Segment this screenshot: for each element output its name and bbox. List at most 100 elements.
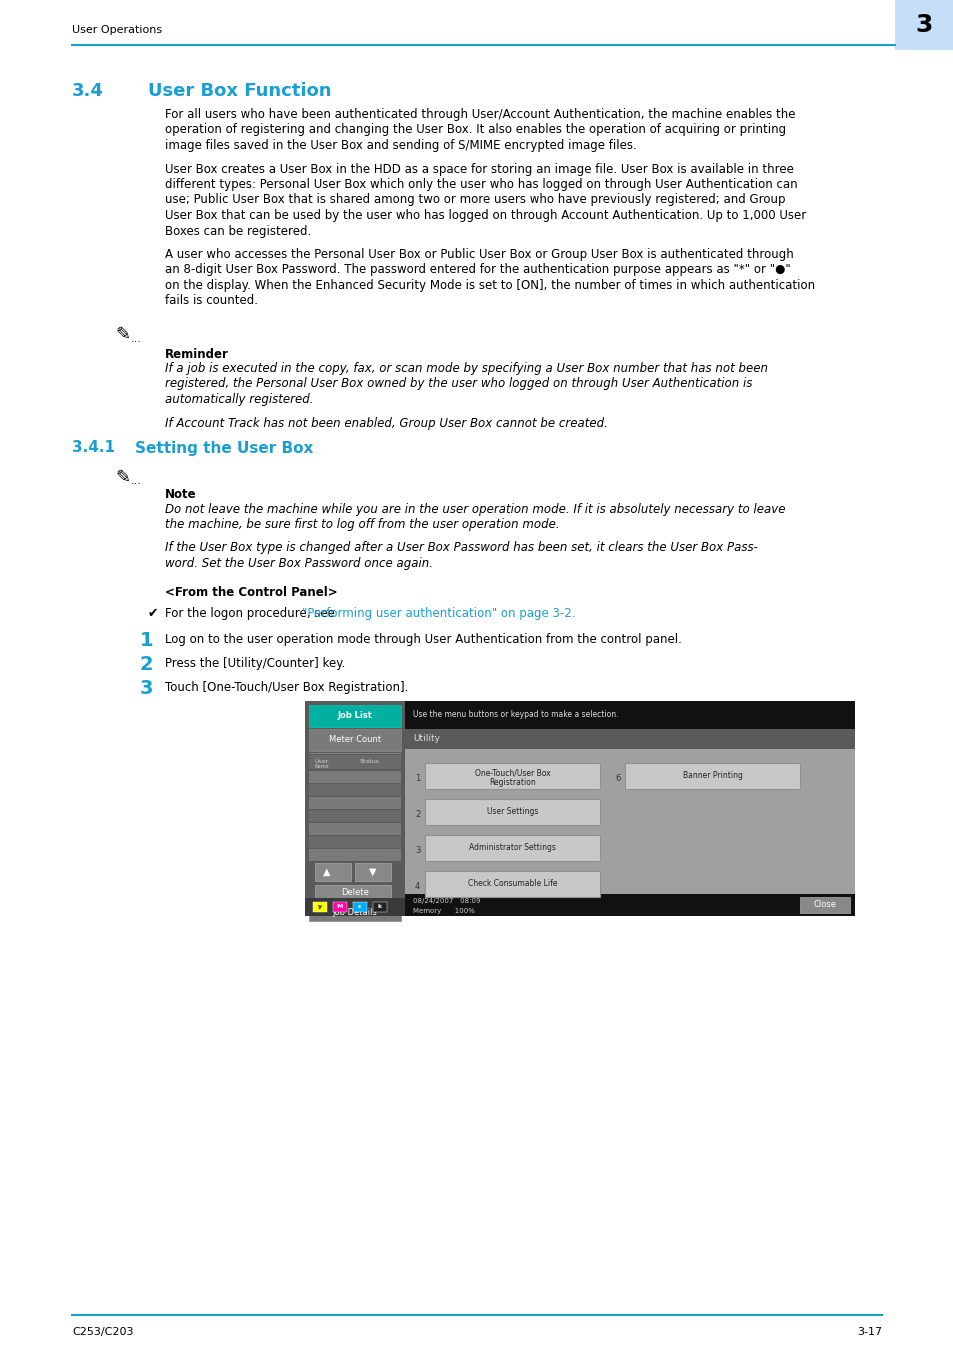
Text: Banner Printing: Banner Printing bbox=[681, 771, 741, 780]
Bar bbox=[333, 902, 347, 911]
Text: 4: 4 bbox=[415, 882, 420, 891]
Text: word. Set the User Box Password once again.: word. Set the User Box Password once aga… bbox=[165, 558, 433, 570]
Bar bbox=[314, 863, 351, 880]
Text: "Performing user authentication" on page 3-2.: "Performing user authentication" on page… bbox=[301, 606, 575, 620]
Text: Memory      100%: Memory 100% bbox=[413, 907, 475, 914]
Text: y: y bbox=[317, 904, 322, 909]
Text: M: M bbox=[336, 904, 343, 909]
Bar bbox=[309, 783, 400, 795]
Text: A user who accesses the Personal User Box or Public User Box or Group User Box i: A user who accesses the Personal User Bo… bbox=[165, 248, 793, 261]
Text: ✎: ✎ bbox=[115, 468, 130, 486]
Text: Job Details: Job Details bbox=[333, 909, 377, 917]
Text: Setting the User Box: Setting the User Box bbox=[135, 440, 313, 455]
Bar bbox=[305, 701, 405, 915]
Text: If the User Box type is changed after a User Box Password has been set, it clear: If the User Box type is changed after a … bbox=[165, 541, 757, 555]
Bar bbox=[405, 894, 854, 915]
Text: fails is counted.: fails is counted. bbox=[165, 294, 257, 308]
Text: Reminder: Reminder bbox=[165, 348, 229, 360]
Text: the machine, be sure first to log off from the user operation mode.: the machine, be sure first to log off fr… bbox=[165, 518, 559, 531]
Bar bbox=[309, 729, 400, 751]
Text: ✔: ✔ bbox=[148, 606, 158, 620]
Text: User Settings: User Settings bbox=[486, 807, 537, 815]
Text: 2: 2 bbox=[415, 810, 420, 819]
Text: different types: Personal User Box which only the user who has logged on through: different types: Personal User Box which… bbox=[165, 178, 797, 190]
Text: Close: Close bbox=[813, 900, 836, 909]
Text: automatically registered.: automatically registered. bbox=[165, 393, 314, 406]
Text: 1: 1 bbox=[415, 774, 420, 783]
Text: operation of registering and changing the User Box. It also enables the operatio: operation of registering and changing th… bbox=[165, 123, 785, 136]
Text: 3: 3 bbox=[914, 14, 932, 36]
Bar bbox=[894, 0, 953, 50]
Text: Log on to the user operation mode through User Authentication from the control p: Log on to the user operation mode throug… bbox=[165, 633, 681, 645]
Text: Job List: Job List bbox=[337, 711, 372, 720]
Bar bbox=[309, 755, 400, 768]
Text: ...: ... bbox=[131, 333, 142, 344]
Text: 08/24/2007   08:09: 08/24/2007 08:09 bbox=[413, 899, 480, 904]
Bar bbox=[424, 763, 599, 788]
Bar bbox=[314, 884, 391, 900]
Text: 3: 3 bbox=[415, 846, 420, 855]
Bar bbox=[313, 902, 327, 911]
Text: 3.4: 3.4 bbox=[71, 82, 104, 100]
Text: Delete: Delete bbox=[341, 888, 369, 896]
Text: Name: Name bbox=[314, 764, 330, 769]
Bar bbox=[800, 896, 849, 913]
Text: 1: 1 bbox=[140, 630, 153, 649]
Bar bbox=[305, 898, 405, 915]
Text: Registration: Registration bbox=[489, 778, 536, 787]
Bar bbox=[305, 701, 854, 915]
Text: C253/C203: C253/C203 bbox=[71, 1327, 133, 1336]
Bar bbox=[309, 771, 400, 783]
Text: For all users who have been authenticated through User/Account Authentication, t: For all users who have been authenticate… bbox=[165, 108, 795, 122]
Text: User Box creates a User Box in the HDD as a space for storing an image file. Use: User Box creates a User Box in the HDD a… bbox=[165, 162, 793, 176]
Text: Status: Status bbox=[359, 759, 379, 764]
Text: Boxes can be registered.: Boxes can be registered. bbox=[165, 224, 311, 238]
Bar bbox=[405, 748, 854, 894]
Bar bbox=[405, 729, 854, 748]
Text: ...: ... bbox=[131, 477, 142, 486]
Text: on the display. When the Enhanced Security Mode is set to [ON], the number of ti: on the display. When the Enhanced Securi… bbox=[165, 279, 814, 292]
Text: Meter Count: Meter Count bbox=[329, 734, 380, 744]
Bar bbox=[424, 798, 599, 825]
Text: image files saved in the User Box and sending of S/MIME encrypted image files.: image files saved in the User Box and se… bbox=[165, 139, 636, 153]
Text: ▲: ▲ bbox=[323, 867, 331, 876]
Bar bbox=[373, 902, 387, 911]
Text: 6: 6 bbox=[615, 774, 619, 783]
Bar bbox=[424, 871, 599, 896]
Text: Check Consumable Life: Check Consumable Life bbox=[467, 879, 557, 888]
Text: If a job is executed in the copy, fax, or scan mode by specifying a User Box num: If a job is executed in the copy, fax, o… bbox=[165, 362, 767, 375]
Text: an 8-digit User Box Password. The password entered for the authentication purpos: an 8-digit User Box Password. The passwo… bbox=[165, 263, 790, 277]
Text: Administrator Settings: Administrator Settings bbox=[469, 842, 556, 852]
Bar bbox=[353, 902, 367, 911]
Text: Press the [Utility/Counter] key.: Press the [Utility/Counter] key. bbox=[165, 656, 345, 670]
Text: c: c bbox=[357, 904, 361, 909]
Text: 2: 2 bbox=[140, 655, 153, 674]
Text: User Box that can be used by the user who has logged on through Account Authenti: User Box that can be used by the user wh… bbox=[165, 209, 805, 221]
Text: registered, the Personal User Box owned by the user who logged on through User A: registered, the Personal User Box owned … bbox=[165, 378, 752, 390]
Bar bbox=[309, 705, 400, 726]
Text: One-Touch/User Box: One-Touch/User Box bbox=[475, 768, 550, 778]
Text: User Operations: User Operations bbox=[71, 26, 162, 35]
Text: Utility: Utility bbox=[413, 734, 439, 743]
Text: Note: Note bbox=[165, 489, 196, 501]
Bar bbox=[355, 863, 391, 880]
Bar bbox=[309, 822, 400, 834]
Bar bbox=[309, 849, 400, 860]
Bar bbox=[405, 701, 854, 729]
Bar bbox=[309, 796, 400, 809]
Text: Use the menu buttons or keypad to make a selection.: Use the menu buttons or keypad to make a… bbox=[413, 710, 618, 720]
Text: Do not leave the machine while you are in the user operation mode. If it is abso: Do not leave the machine while you are i… bbox=[165, 502, 784, 516]
Text: <From the Control Panel>: <From the Control Panel> bbox=[165, 586, 337, 599]
Bar bbox=[309, 810, 400, 822]
Bar bbox=[309, 904, 400, 921]
Text: use; Public User Box that is shared among two or more users who have previously : use; Public User Box that is shared amon… bbox=[165, 193, 784, 207]
Bar bbox=[624, 763, 800, 788]
Text: User Box Function: User Box Function bbox=[148, 82, 331, 100]
Text: k: k bbox=[377, 904, 381, 909]
Text: For the logon procedure, see: For the logon procedure, see bbox=[165, 606, 338, 620]
Text: If Account Track has not been enabled, Group User Box cannot be created.: If Account Track has not been enabled, G… bbox=[165, 417, 607, 429]
Bar bbox=[309, 836, 400, 848]
Text: 3-17: 3-17 bbox=[856, 1327, 882, 1336]
Bar bbox=[424, 834, 599, 860]
Text: ▼: ▼ bbox=[369, 867, 376, 876]
